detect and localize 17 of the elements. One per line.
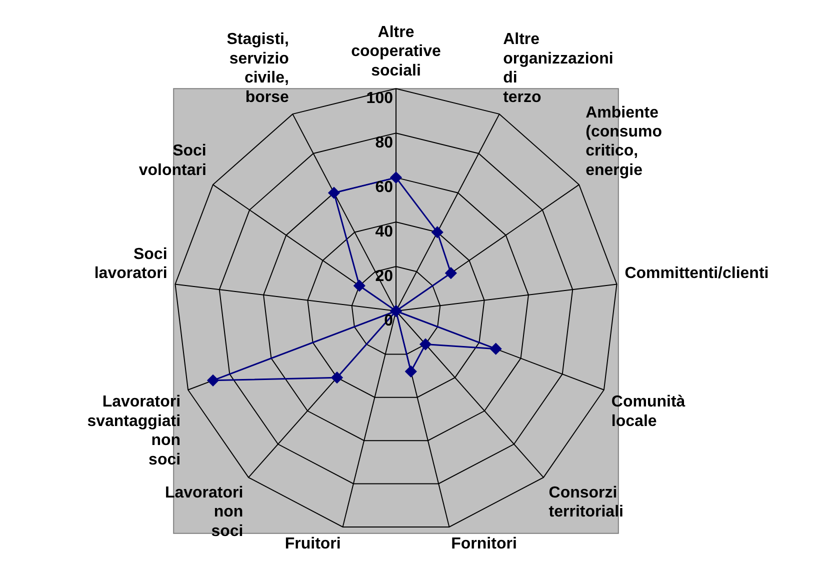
spoke-label: Altre organizzazioni di terzo (503, 31, 614, 106)
spoke-label: Lavoratori svantaggiati non soci (87, 394, 181, 468)
spoke-label: Fornitori (451, 536, 517, 553)
spoke-label: Committenti/clienti (624, 265, 769, 282)
spoke-label: Soci lavoratori (94, 246, 168, 282)
spoke-label: Ambiente (consumo critico, energie (586, 104, 662, 179)
y-tick-label: 60 (375, 178, 394, 196)
spoke-label: Soci volontari (138, 142, 206, 179)
spoke-label: Comunità locale (611, 394, 686, 430)
spoke-label: Stagisti, servizio civile, borse (226, 31, 290, 106)
y-tick-label: 80 (375, 134, 394, 152)
spoke-label: Altre cooperative sociali (351, 24, 442, 80)
spoke-label: Fruitori (284, 536, 341, 553)
spoke-label: Consorzi territoriali (548, 484, 624, 521)
y-tick-label: 100 (366, 90, 394, 108)
spoke-label: Lavoratori non soci (164, 484, 244, 540)
y-tick-label: 40 (375, 223, 394, 240)
